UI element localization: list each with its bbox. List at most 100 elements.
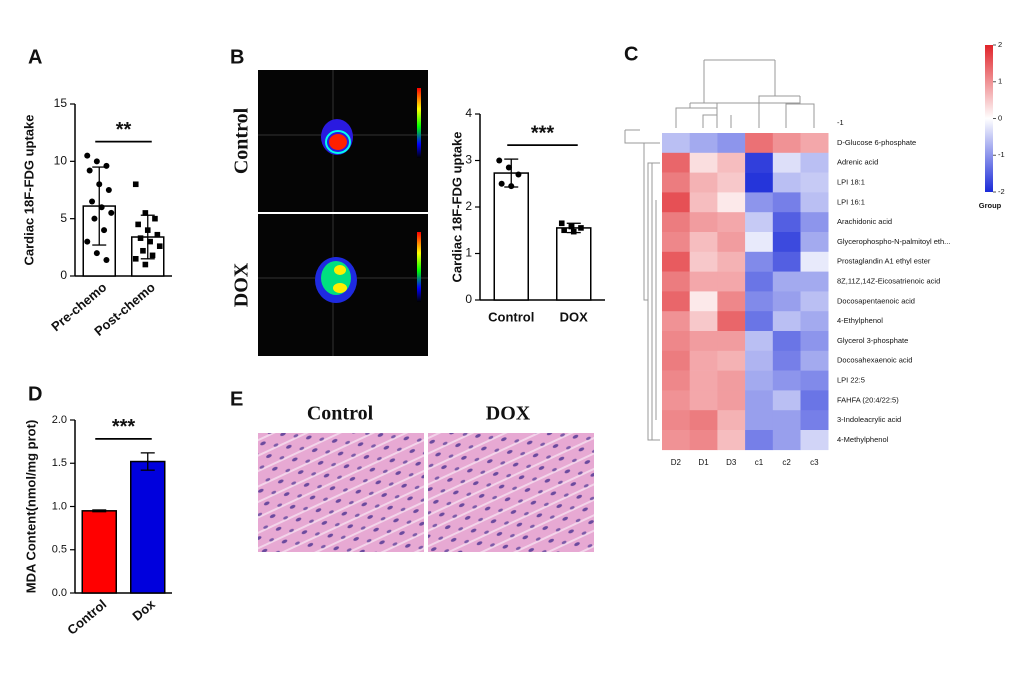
heatmap-cell [717, 232, 746, 253]
heatmap-cell [689, 232, 718, 253]
data-point [84, 152, 91, 159]
heatmap-cell [772, 410, 801, 431]
row-label: LPI 16:1 [837, 197, 865, 206]
colorbar-tick-label: -2 [998, 187, 1005, 196]
heatmap-cell [662, 232, 690, 253]
heatmap-cell [717, 390, 746, 411]
data-point [147, 238, 153, 245]
y-tick-label: 2.0 [52, 414, 67, 426]
column-label: c1 [755, 458, 764, 467]
heatmap-cell [800, 251, 829, 272]
data-point [103, 256, 110, 263]
heatmap-cell [745, 350, 774, 371]
histology-images [258, 433, 594, 552]
heatmap-cell [800, 410, 829, 431]
heatmap-cell [800, 133, 829, 154]
y-axis-label: Cardiac 18F-FDG uptake [21, 115, 36, 266]
data-point [570, 228, 577, 235]
heatmap-cell [772, 192, 801, 213]
heatmap-cell [717, 251, 746, 272]
bar [130, 460, 166, 594]
heatmap-cell [800, 350, 829, 371]
x-tick-label: Dox [129, 596, 158, 624]
heatmap-cell [800, 192, 829, 213]
heatmap-cell [745, 232, 774, 253]
heatmap-cell [772, 172, 801, 193]
colorbar-tick-label: 1 [998, 77, 1002, 86]
row-label: 3-Indoleacrylic acid [837, 415, 901, 424]
bar [81, 510, 117, 594]
y-tick-label: 1.0 [52, 500, 67, 512]
data-point [93, 158, 100, 165]
y-tick-label: 3 [465, 153, 472, 167]
row-label: Docosapentaenoic acid [837, 296, 915, 305]
row-label: Arachidonic acid [837, 217, 892, 226]
data-point [108, 209, 115, 216]
y-tick-label: 2 [465, 199, 472, 213]
image-row-label: DOX [231, 262, 253, 307]
row-label: 8Z,11Z,14Z-Eicosatrienoic acid [837, 276, 940, 285]
heatmap-cell [745, 370, 774, 391]
data-point [578, 225, 584, 231]
x-tick-label: Control [488, 309, 534, 324]
heatmap-cell [662, 133, 690, 154]
y-tick-label: 1.5 [52, 457, 67, 469]
data-point [96, 181, 103, 188]
heatmap-cell [689, 331, 718, 352]
heatmap-cell [772, 232, 801, 253]
heatmap-cell [717, 172, 746, 193]
heatmap-cell [800, 152, 829, 173]
data-point [498, 180, 505, 187]
heatmap-cell [772, 331, 801, 352]
data-point [137, 235, 144, 241]
heatmap-cell [689, 291, 718, 312]
heatmap-cell [689, 133, 718, 154]
panel-label: E [230, 388, 243, 410]
significance-label: *** [112, 416, 136, 438]
x-tick-label: Control [64, 596, 109, 637]
heatmap-cell [662, 390, 690, 411]
colorbar-label: Group [979, 201, 1002, 210]
y-tick-label: 0 [60, 268, 67, 282]
data-point [84, 238, 91, 245]
x-tick-label: DOX [560, 309, 589, 324]
heatmap-cell [689, 152, 718, 173]
image-row-label: Control [231, 107, 253, 174]
y-tick-label: 0.0 [52, 587, 67, 599]
y-axis-label: Cardiac 18F-FDG uptake [449, 132, 464, 283]
heatmap-cell [689, 390, 718, 411]
heatmap-cell [689, 311, 718, 332]
data-point [568, 223, 575, 230]
heatmap-cell [745, 430, 774, 451]
heatmap-cell [772, 133, 801, 154]
heatmap-cell [689, 192, 718, 213]
y-tick-label: 5 [60, 211, 67, 225]
colorbar-tick-label: -1 [998, 150, 1005, 159]
image-column-label: Control [307, 403, 374, 425]
data-point [105, 187, 112, 193]
heatmap-cell [745, 172, 774, 193]
data-point [135, 221, 141, 228]
error-bar [92, 509, 107, 513]
data-point [89, 198, 96, 205]
heatmap-cell [662, 311, 690, 332]
column-label: c3 [810, 458, 819, 467]
y-tick-label: 4 [465, 106, 472, 120]
data-point [103, 162, 110, 169]
data-point [508, 183, 515, 190]
image-column-label: DOX [486, 403, 531, 425]
y-tick-label: 0 [465, 292, 472, 306]
data-point [149, 252, 156, 259]
heatmap-cell [662, 410, 690, 431]
heatmap-cell [717, 370, 746, 391]
heatmap-cell [689, 271, 718, 292]
heatmap-cell [662, 291, 690, 312]
data-point [98, 204, 105, 211]
row-label: LPI 22:5 [837, 375, 865, 384]
heatmap-cell [745, 133, 774, 154]
heatmap-cell [800, 271, 829, 292]
heatmap-cell [689, 350, 718, 371]
heatmap-cell [800, 212, 829, 233]
panel-label: B [230, 46, 244, 68]
